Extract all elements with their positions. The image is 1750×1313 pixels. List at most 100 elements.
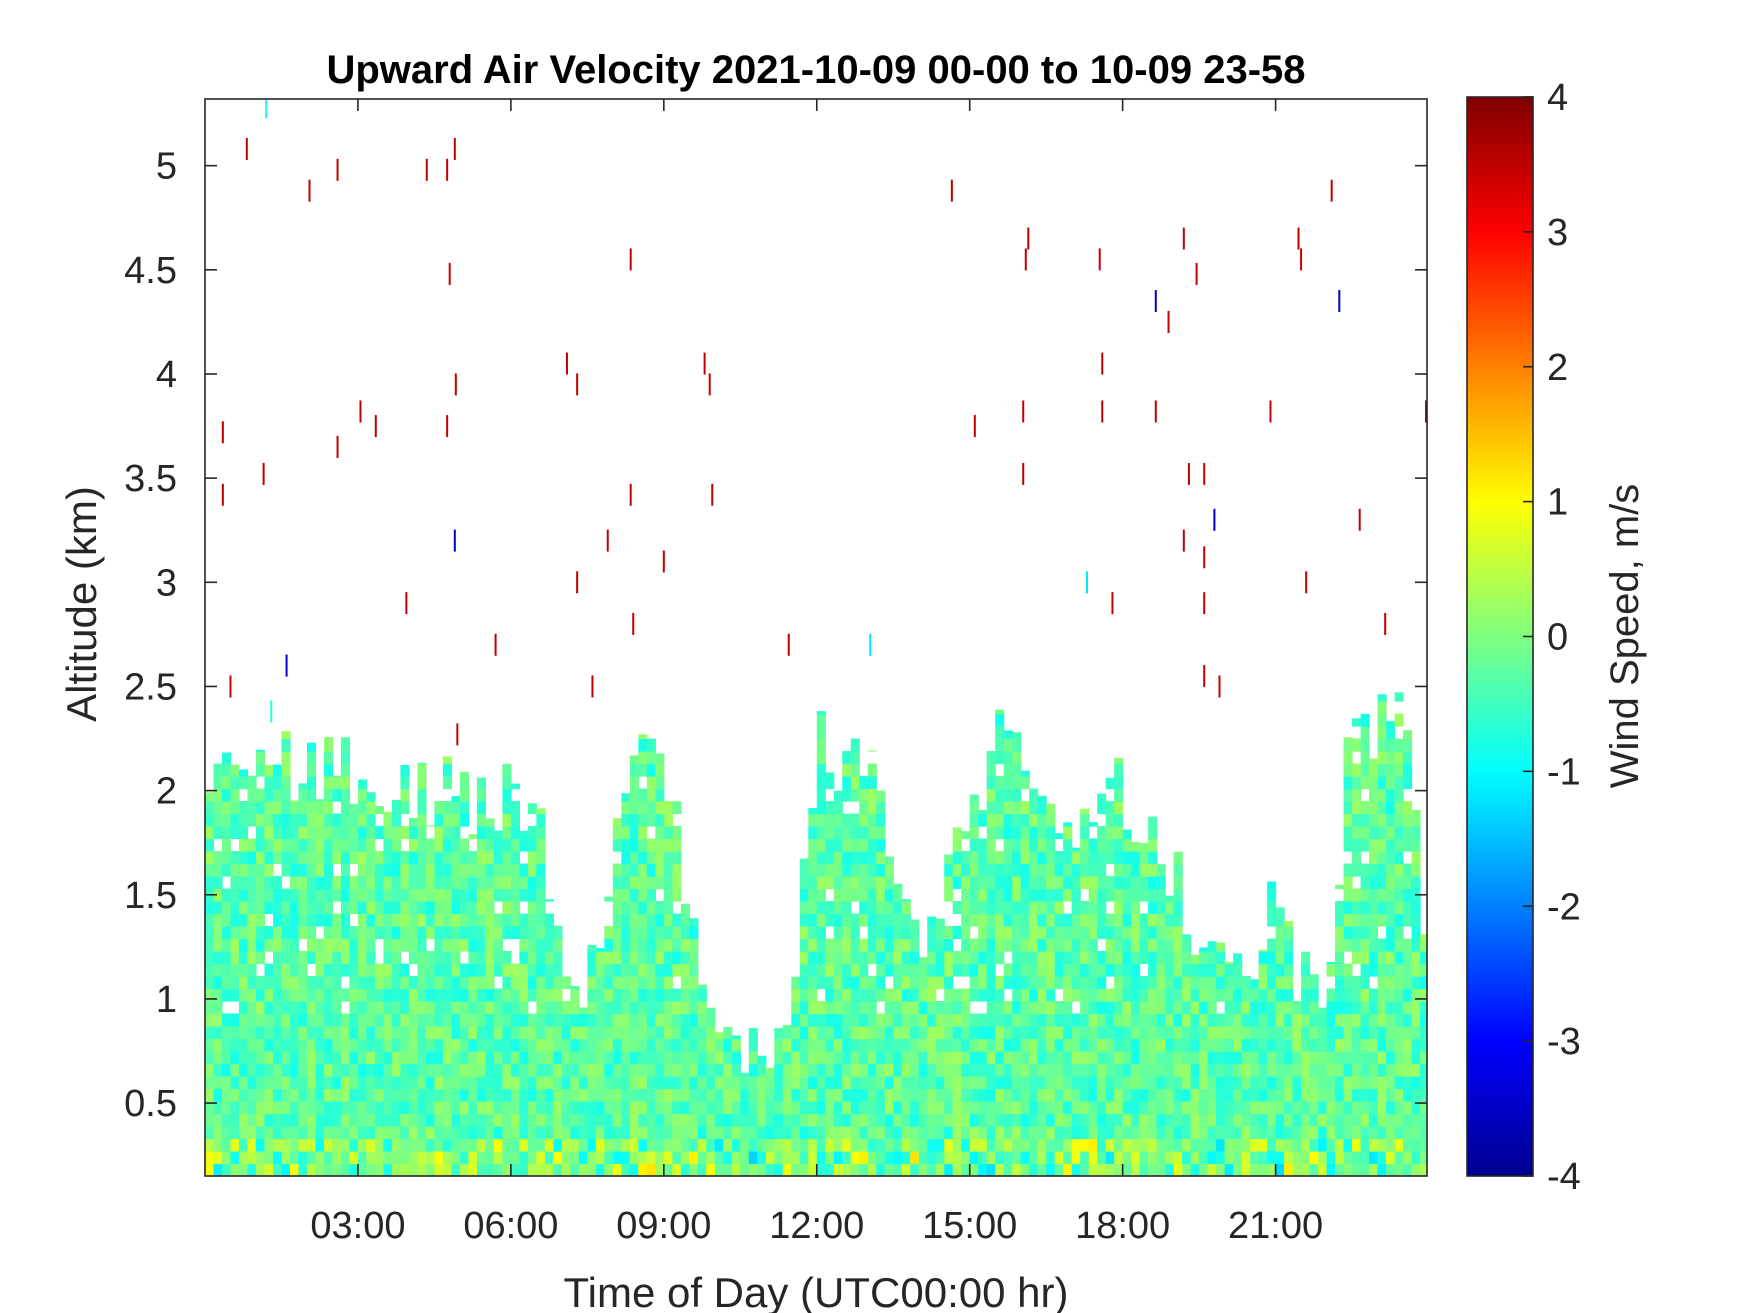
heatmap-cell	[1275, 938, 1285, 952]
heatmap-cell	[816, 1038, 826, 1052]
heatmap-cell	[1165, 963, 1175, 977]
heatmap-cell	[238, 1076, 249, 1090]
heatmap-cell	[298, 876, 308, 890]
heatmap-cell	[1037, 826, 1047, 840]
heatmap-cell	[442, 1063, 453, 1077]
heatmap-cell	[1020, 863, 1030, 877]
heatmap-cell	[978, 1038, 988, 1052]
heatmap-cell	[859, 1088, 869, 1102]
heatmap-cell	[850, 976, 860, 990]
heatmap-cell	[306, 1051, 317, 1065]
heatmap-cell	[1020, 876, 1030, 890]
heatmap-cell	[1411, 1026, 1421, 1040]
heatmap-cell	[1216, 1026, 1226, 1040]
heatmap-cell	[918, 1013, 928, 1027]
heatmap-cell	[1335, 1101, 1345, 1115]
heatmap-cell	[357, 901, 368, 915]
heatmap-cell	[621, 1088, 631, 1102]
heatmap-cell	[791, 976, 801, 990]
heatmap-cell	[1003, 888, 1013, 902]
heatmap-cell	[1343, 926, 1353, 940]
heatmap-cell	[995, 1151, 1005, 1165]
heatmap-cell	[213, 888, 223, 902]
heatmap-cell	[1216, 1151, 1226, 1165]
heatmap-cell	[1394, 692, 1404, 702]
heatmap-cell	[213, 776, 223, 790]
heatmap-cell	[315, 1113, 325, 1127]
heatmap-cell	[638, 1088, 648, 1102]
isolated-return-mark	[1101, 400, 1104, 423]
heatmap-cell	[230, 963, 240, 977]
heatmap-cell	[1020, 1038, 1030, 1052]
heatmap-cell	[893, 938, 903, 952]
heatmap-cell	[876, 1063, 886, 1077]
heatmap-cell	[264, 963, 274, 977]
heatmap-cell	[1335, 926, 1345, 940]
heatmap-cell	[910, 1051, 920, 1065]
heatmap-cell	[255, 938, 266, 952]
heatmap-cell	[1071, 1151, 1081, 1165]
heatmap-cell	[527, 888, 537, 902]
heatmap-cell	[1012, 1013, 1022, 1027]
heatmap-cell	[867, 1013, 877, 1027]
heatmap-cell	[995, 1076, 1005, 1090]
heatmap-cell	[757, 1063, 767, 1077]
heatmap-cell	[1386, 976, 1396, 990]
heatmap-cell	[374, 1001, 385, 1015]
heatmap-cell	[1369, 926, 1379, 940]
heatmap-cell	[1054, 938, 1064, 952]
heatmap-cell	[1156, 1101, 1166, 1115]
heatmap-cell	[476, 1138, 486, 1152]
heatmap-cell	[629, 976, 639, 990]
heatmap-cell	[340, 1101, 351, 1115]
heatmap-cell	[578, 1151, 588, 1165]
heatmap-cell	[680, 1088, 690, 1102]
heatmap-cell	[1335, 901, 1345, 915]
heatmap-cell	[561, 976, 571, 990]
heatmap-cell	[1097, 926, 1107, 940]
heatmap-cell	[1088, 1101, 1098, 1115]
heatmap-cell	[451, 976, 461, 990]
heatmap-cell	[315, 901, 325, 915]
heatmap-cell	[1377, 876, 1387, 890]
heatmap-cell	[638, 926, 648, 940]
heatmap-cell	[1131, 1051, 1141, 1065]
heatmap-cell	[298, 926, 308, 940]
heatmap-cell	[1360, 913, 1370, 927]
heatmap-cell	[1173, 1013, 1183, 1027]
heatmap-cell	[425, 951, 436, 965]
heatmap-cell	[468, 876, 478, 890]
heatmap-cell	[986, 751, 996, 765]
heatmap-cell	[255, 863, 266, 877]
heatmap-cell	[221, 1076, 232, 1090]
heatmap-cell	[1071, 988, 1081, 1002]
heatmap-cell	[1386, 1026, 1396, 1040]
heatmap-cell	[1029, 963, 1039, 977]
heatmap-cell	[1411, 1151, 1421, 1165]
heatmap-cell	[604, 951, 614, 965]
heatmap-cell	[1377, 988, 1387, 1002]
heatmap-cell	[1165, 1163, 1175, 1176]
heatmap-cell	[1029, 826, 1039, 840]
heatmap-cell	[978, 1051, 988, 1065]
heatmap-cell	[1190, 1063, 1200, 1077]
heatmap-cell	[833, 926, 843, 940]
heatmap-cell	[1267, 901, 1277, 915]
heatmap-cell	[323, 1001, 334, 1015]
heatmap-cell	[221, 1126, 232, 1140]
heatmap-cell	[876, 1076, 886, 1090]
heatmap-cell	[315, 1126, 325, 1140]
heatmap-cell	[536, 1038, 546, 1052]
heatmap-cell	[1182, 988, 1192, 1002]
heatmap-cell	[884, 1113, 894, 1127]
heatmap-cell	[740, 1088, 750, 1102]
heatmap-cell	[927, 938, 937, 952]
heatmap-cell	[553, 976, 563, 990]
heatmap-cell	[289, 1051, 300, 1065]
heatmap-cell	[205, 1038, 215, 1052]
heatmap-cell	[425, 1163, 436, 1176]
heatmap-cell	[1139, 1051, 1149, 1065]
heatmap-cell	[536, 901, 546, 915]
heatmap-cell	[867, 1088, 877, 1102]
heatmap-cell	[1131, 876, 1141, 890]
